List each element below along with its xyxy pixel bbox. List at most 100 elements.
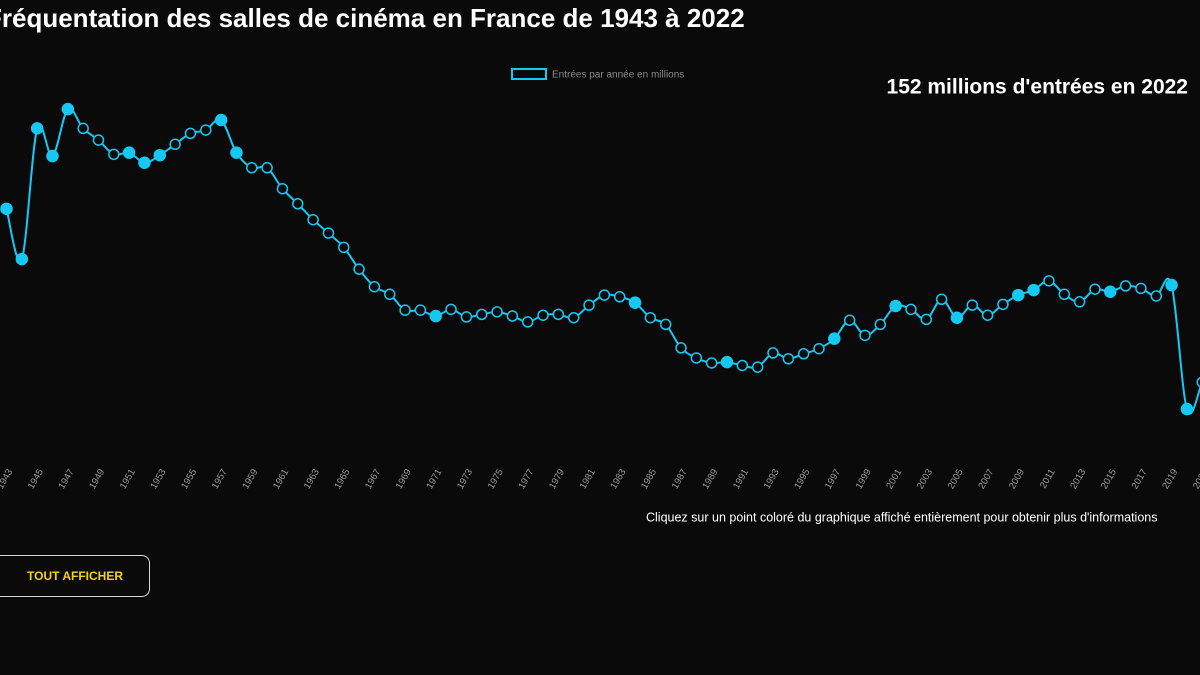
x-tick-label: 1945 <box>26 467 46 491</box>
data-point <box>997 298 1009 311</box>
x-tick-label: 1967 <box>363 467 383 491</box>
x-tick-label: 1949 <box>87 467 107 491</box>
data-point <box>874 318 887 331</box>
highlighted-point[interactable] <box>61 102 75 116</box>
data-point <box>322 227 335 239</box>
data-point <box>782 353 795 365</box>
highlighted-point[interactable] <box>889 299 902 313</box>
data-point <box>751 361 764 373</box>
highlighted-point[interactable] <box>720 355 734 369</box>
show-all-button[interactable]: TOUT AFFICHER <box>0 555 150 597</box>
data-point <box>843 314 856 326</box>
data-point <box>169 138 181 151</box>
data-point <box>613 291 626 303</box>
highlighted-point[interactable] <box>230 146 243 159</box>
x-tick-label: 1977 <box>516 467 536 491</box>
x-tick-label: 1987 <box>670 467 690 491</box>
highlighted-point[interactable] <box>429 309 442 323</box>
highlighted-point[interactable] <box>138 156 151 169</box>
x-tick-label: 2011 <box>1038 467 1058 490</box>
annotation: 152 millions d'entrées en 2022 <box>887 76 1188 99</box>
data-point <box>813 342 825 355</box>
data-point <box>92 134 105 146</box>
highlighted-point[interactable] <box>628 296 642 309</box>
highlighted-point[interactable] <box>1104 285 1117 299</box>
x-tick-label: 1985 <box>639 467 659 491</box>
data-point <box>981 309 994 321</box>
data-point <box>659 318 672 331</box>
highlighted-point[interactable] <box>122 146 136 159</box>
data-point <box>736 359 749 372</box>
data-point <box>108 148 120 161</box>
x-tick-label: 1951 <box>118 467 138 491</box>
x-tick-label: 1997 <box>823 467 843 491</box>
x-tick-label: 1953 <box>148 467 168 491</box>
data-point <box>338 241 350 254</box>
highlighted-point[interactable] <box>828 332 841 345</box>
highlighted-point[interactable] <box>46 149 59 163</box>
x-tick-label: 2007 <box>976 467 996 491</box>
x-tick-label: 2015 <box>1099 467 1119 491</box>
data-point <box>399 304 411 316</box>
data-point <box>675 342 687 354</box>
x-tick-label: 1981 <box>578 467 598 491</box>
highlighted-point[interactable] <box>153 148 167 162</box>
data-point <box>292 198 304 210</box>
x-tick-label: 1999 <box>854 467 874 491</box>
x-tick-label: 1957 <box>210 467 230 491</box>
x-tick-label: 2021 <box>1191 467 1200 491</box>
legend-label: Entrées par année en millions <box>552 70 684 81</box>
data-point <box>353 263 365 275</box>
data-point <box>552 308 565 321</box>
data-point <box>767 347 779 359</box>
data-point <box>307 213 319 226</box>
x-tick-label: 1993 <box>762 467 782 491</box>
data-point <box>506 310 519 322</box>
data-point <box>1043 275 1055 287</box>
x-tick-label: 1959 <box>240 467 260 491</box>
highlighted-point[interactable] <box>1027 283 1040 297</box>
x-tick-label: 2019 <box>1160 467 1180 491</box>
data-point <box>1150 290 1162 302</box>
data-point <box>521 316 534 328</box>
x-tick-label: 1991 <box>731 467 751 491</box>
x-tick-label: 1961 <box>271 467 291 491</box>
x-tick-label: 1965 <box>332 467 352 491</box>
x-tick-label: 2001 <box>884 467 904 491</box>
highlighted-point[interactable] <box>1180 402 1194 416</box>
x-tick-label: 1947 <box>57 467 77 491</box>
series-line <box>5 107 1200 415</box>
highlighted-point[interactable] <box>30 122 44 135</box>
data-point <box>77 122 89 135</box>
x-tick-label: 1971 <box>424 467 444 491</box>
data-point <box>537 309 549 321</box>
highlighted-point[interactable] <box>950 311 964 324</box>
highlighted-point[interactable] <box>1165 278 1178 292</box>
x-tick-label: 1995 <box>792 467 812 491</box>
data-point <box>1119 280 1132 292</box>
x-tick-label: 1979 <box>547 467 567 491</box>
x-tick-label: 2013 <box>1068 467 1088 491</box>
data-point <box>567 311 580 324</box>
data-point <box>583 299 595 311</box>
data-point <box>460 311 473 323</box>
data-point <box>1135 282 1147 295</box>
data-point <box>445 303 457 316</box>
data-point <box>1089 283 1101 295</box>
x-tick-label: 1975 <box>486 467 506 491</box>
data-point <box>905 303 917 316</box>
chart-title: Fréquentation des salles de cinéma en Fr… <box>0 3 745 33</box>
data-point <box>966 299 979 311</box>
highlighted-point[interactable] <box>214 113 228 127</box>
instruction: Cliquez sur un point coloré du graphique… <box>646 510 1158 524</box>
data-point <box>276 182 289 195</box>
highlighted-point[interactable] <box>0 202 13 216</box>
x-tick-label: 1963 <box>302 467 322 491</box>
highlighted-point[interactable] <box>1012 288 1025 302</box>
highlighted-point[interactable] <box>15 252 29 266</box>
data-point <box>246 162 258 174</box>
data-point <box>705 357 718 369</box>
data-point <box>475 308 488 321</box>
x-tick-label: 1983 <box>608 467 628 491</box>
